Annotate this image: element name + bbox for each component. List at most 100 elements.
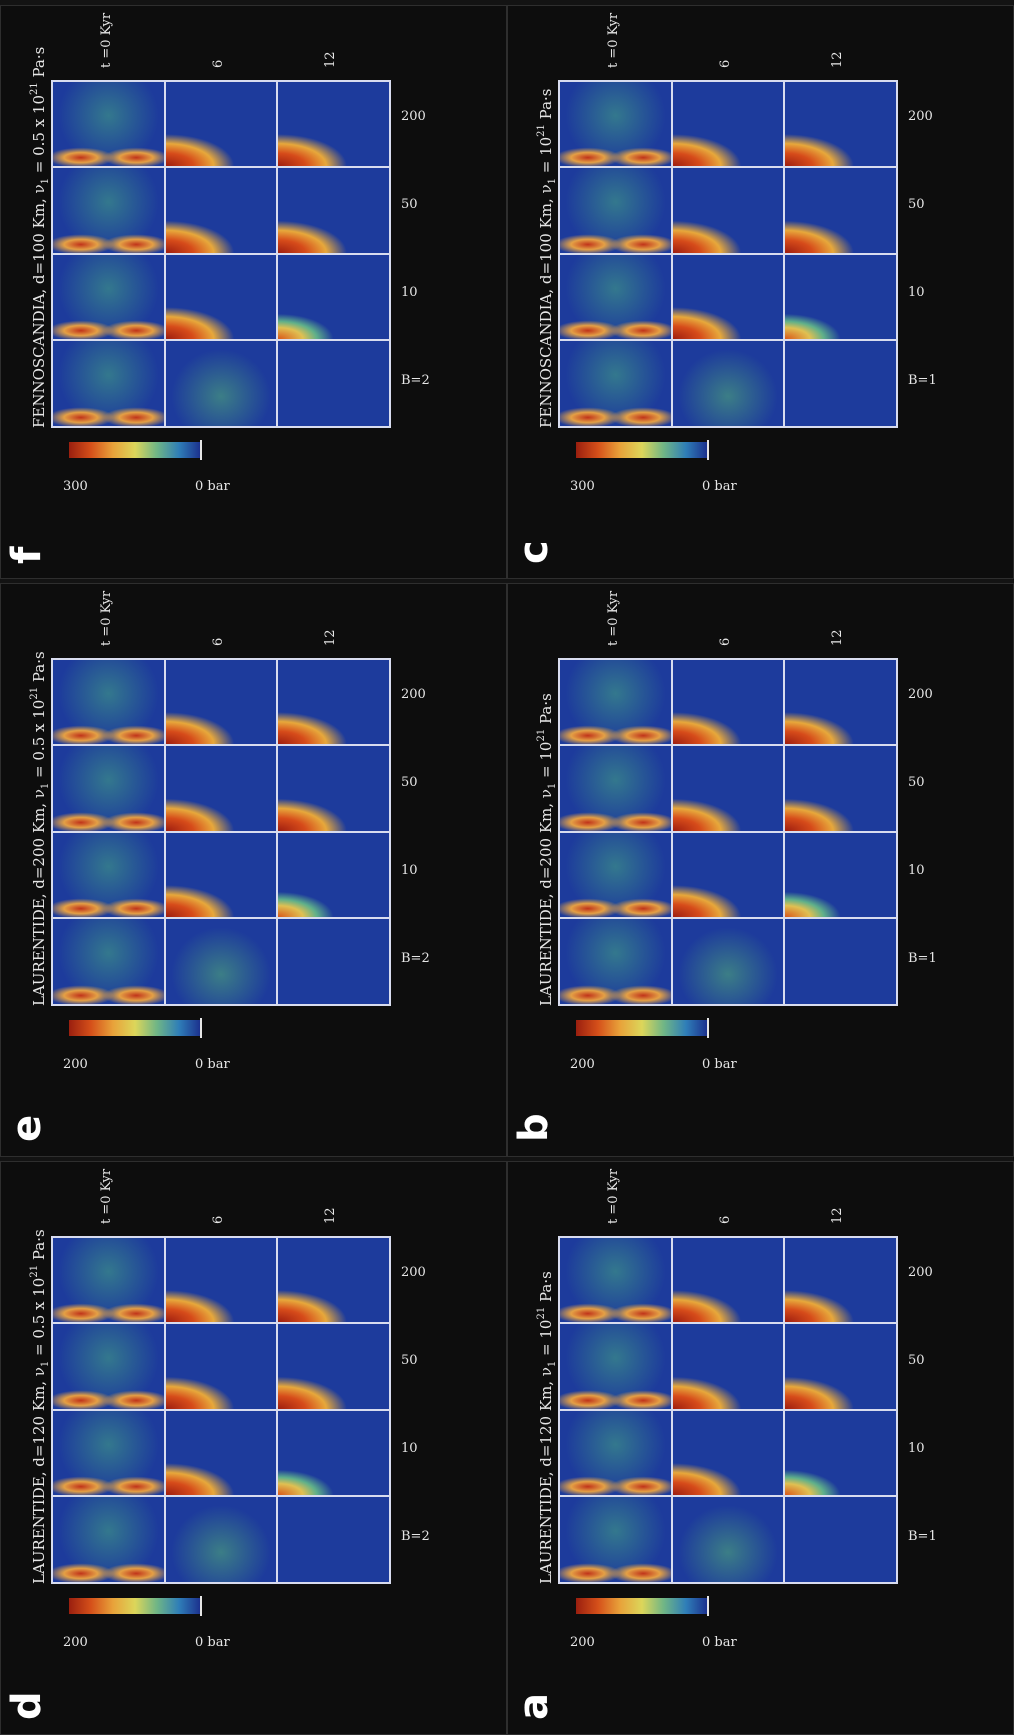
- panel-letter: f: [4, 546, 50, 564]
- grid-cell: [165, 255, 277, 340]
- grid-cell: [53, 660, 164, 745]
- time-label: 12: [830, 51, 845, 68]
- grid-cell: [53, 1324, 164, 1409]
- colorbar-zero-tick: [707, 1018, 709, 1038]
- grid-cell: [165, 1497, 277, 1582]
- time-label: 6: [211, 59, 226, 68]
- panel-b: b LAURENTIDE, d=200 Km, ν1 = 1021 Pa·s 200…: [507, 583, 1014, 1157]
- panel-letter: c: [511, 540, 557, 564]
- title-text: FENNOSCANDIA, d=100 Km, ν: [30, 184, 48, 428]
- grid-cell: [165, 1238, 277, 1323]
- panel-e: e LAURENTIDE, d=200 Km, ν1 = 0.5 x 1021 P…: [0, 583, 507, 1157]
- title-text: LAURENTIDE, d=120 Km, ν: [30, 1367, 48, 1584]
- grid-cell: [165, 341, 277, 426]
- colorbar: [69, 1020, 201, 1036]
- colorbar: [576, 442, 708, 458]
- colorbar-zero-tick: [200, 1018, 202, 1038]
- colorbar-min-label: 0 bar: [195, 1635, 230, 1650]
- panel-title: LAURENTIDE, d=200 Km, ν1 = 0.5 x 1021 Pa…: [29, 586, 51, 1006]
- colorbar: [69, 442, 201, 458]
- grid-cell: [278, 1324, 389, 1409]
- b-label: B=1: [908, 373, 937, 388]
- title-unit: Pa·s: [30, 1229, 48, 1265]
- grid-cell: [560, 746, 671, 831]
- grid-cell: [560, 919, 671, 1004]
- panel-letter: d: [4, 1691, 50, 1720]
- grid-cell: [560, 82, 671, 167]
- panel-letter: e: [4, 1114, 50, 1142]
- title-subscript: 1: [547, 1360, 558, 1368]
- title-value: = 10: [537, 741, 555, 783]
- b-label: 10: [401, 863, 418, 878]
- grid-cell: [672, 1238, 784, 1323]
- b-label: B=2: [401, 951, 430, 966]
- grid-cell: [785, 746, 896, 831]
- time-label: 6: [718, 1215, 733, 1224]
- panel-a: a LAURENTIDE, d=120 Km, ν1 = 1021 Pa·s 200…: [507, 1161, 1014, 1735]
- grid-cell: [785, 1324, 896, 1409]
- time-label: 6: [718, 59, 733, 68]
- grid-cell: [672, 660, 784, 745]
- b-label: 10: [908, 1441, 925, 1456]
- b-label: B=1: [908, 1529, 937, 1544]
- colorbar: [69, 1598, 201, 1614]
- colorbar-min-label: 0 bar: [702, 1057, 737, 1072]
- time-label: 6: [718, 637, 733, 646]
- grid-cell: [278, 746, 389, 831]
- grid-cell: [560, 833, 671, 918]
- grid-cell: [165, 1411, 277, 1496]
- b-label: 200: [401, 1265, 426, 1280]
- grid-cell: [560, 341, 671, 426]
- time-label: 12: [323, 629, 338, 646]
- colorbar: [576, 1598, 708, 1614]
- title-superscript: 21: [29, 82, 40, 95]
- title-superscript: 21: [536, 124, 547, 137]
- time-label: t =0 Kyr: [606, 590, 621, 646]
- grid-cell: [785, 919, 896, 1004]
- grid-cell: [278, 1411, 389, 1496]
- colorbar-min-label: 0 bar: [702, 1635, 737, 1650]
- b-label: 200: [908, 687, 933, 702]
- grid-cell: [165, 833, 277, 918]
- title-text: FENNOSCANDIA, d=100 Km, ν: [537, 184, 555, 428]
- model-grid: [558, 658, 898, 1006]
- b-label: B=2: [401, 1529, 430, 1544]
- colorbar-zero-tick: [707, 1596, 709, 1616]
- grid-cell: [53, 1411, 164, 1496]
- time-label: t =0 Kyr: [99, 12, 114, 68]
- panel-title: LAURENTIDE, d=200 Km, ν1 = 1021 Pa·s: [536, 586, 558, 1006]
- model-grid: [51, 1236, 391, 1584]
- grid-cell: [560, 1497, 671, 1582]
- grid-cell: [672, 919, 784, 1004]
- grid-cell: [53, 82, 164, 167]
- model-grid: [558, 1236, 898, 1584]
- grid-cell: [672, 1411, 784, 1496]
- b-label: 10: [908, 285, 925, 300]
- colorbar-min-label: 0 bar: [195, 1057, 230, 1072]
- grid-cell: [672, 1497, 784, 1582]
- time-label: 6: [211, 637, 226, 646]
- grid-cell: [53, 919, 164, 1004]
- grid-cell: [560, 168, 671, 253]
- grid-cell: [53, 1497, 164, 1582]
- grid-cell: [672, 168, 784, 253]
- grid-cell: [278, 1238, 389, 1323]
- title-text: LAURENTIDE, d=120 Km, ν: [537, 1367, 555, 1584]
- title-subscript: 1: [40, 1360, 51, 1368]
- grid-cell: [278, 919, 389, 1004]
- grid-cell: [785, 82, 896, 167]
- panel-title: FENNOSCANDIA, d=100 Km, ν1 = 1021 Pa·s: [536, 8, 558, 428]
- grid-cell: [672, 1324, 784, 1409]
- colorbar-zero-tick: [200, 440, 202, 460]
- b-label: B=2: [401, 373, 430, 388]
- time-label: t =0 Kyr: [606, 12, 621, 68]
- panel-letter: a: [511, 1693, 557, 1720]
- grid-cell: [672, 255, 784, 340]
- grid-cell: [53, 255, 164, 340]
- title-subscript: 1: [40, 178, 51, 185]
- grid-cell: [672, 746, 784, 831]
- grid-cell: [165, 1324, 277, 1409]
- model-grid: [51, 80, 391, 428]
